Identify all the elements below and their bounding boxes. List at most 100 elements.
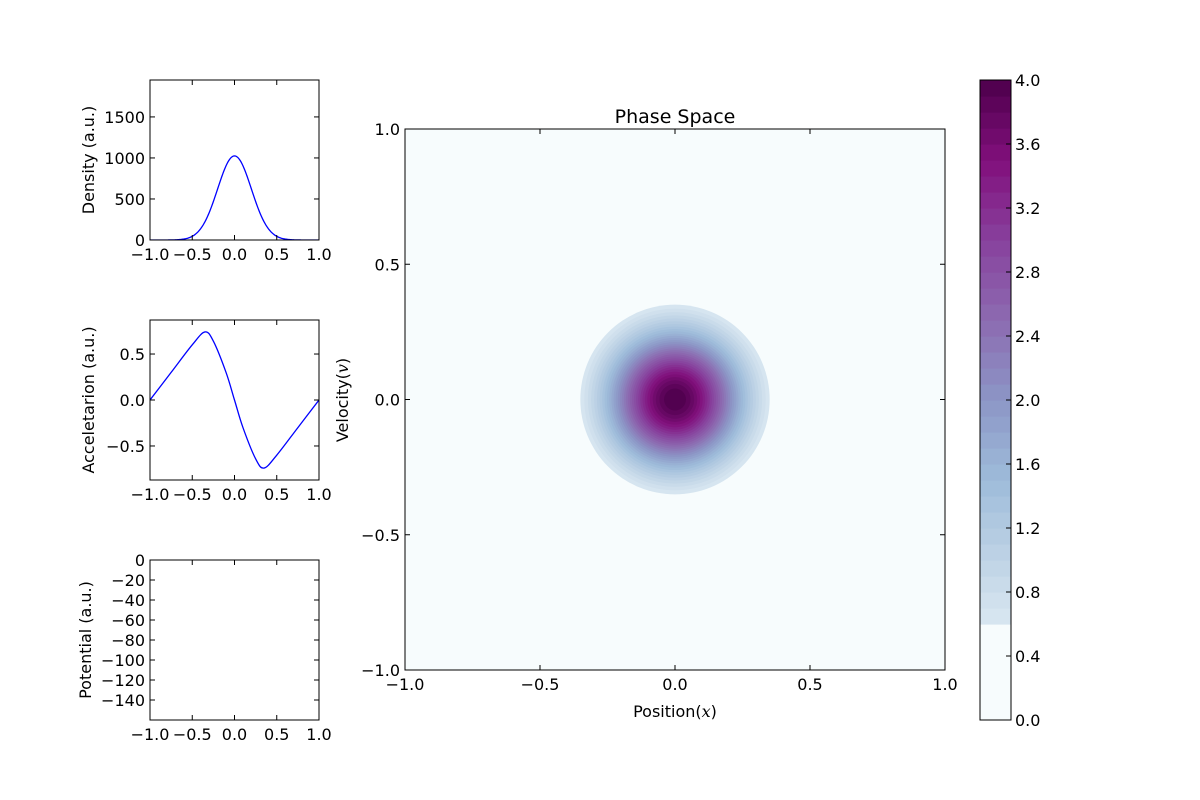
phase-space-xlabel-text: Position	[633, 702, 695, 721]
colorbar-band	[980, 704, 1011, 721]
phase-space-contours	[580, 304, 770, 495]
phase-space-ylabel-text: Velocity	[333, 379, 352, 442]
acceleration-xtick-label: 0.5	[264, 485, 289, 504]
potential-plot-frame	[150, 560, 319, 720]
colorbar-band	[980, 96, 1011, 113]
potential-yticks: 0−20−40−60−80−100−120−140	[101, 551, 319, 710]
colorbar-tick-label: 2.4	[1015, 327, 1040, 346]
colorbar-band	[980, 624, 1011, 641]
acceleration-xticks: −1.0 −0.5 0.0 0.5 1.0	[131, 320, 332, 504]
density-plot-frame	[150, 80, 319, 240]
potential-ytick-label: −20	[111, 571, 145, 590]
colorbar-band	[980, 640, 1011, 657]
phase-space-ytick-label: −0.5	[361, 526, 400, 545]
phase-space-xtick-label: −1.0	[386, 675, 425, 694]
colorbar-band	[980, 592, 1011, 609]
potential-xtick-label: 0.5	[264, 725, 289, 744]
colorbar-band	[980, 80, 1011, 97]
colorbar-tick-label: 1.6	[1015, 455, 1040, 474]
density-xtick-label: −0.5	[173, 245, 212, 264]
potential-ytick-label: −140	[101, 691, 145, 710]
potential-ytick-label: −40	[111, 591, 145, 610]
colorbar-band	[980, 528, 1011, 545]
colorbar-band	[980, 192, 1011, 209]
colorbar-band	[980, 256, 1011, 273]
phase-space-contour-level	[664, 388, 686, 411]
density-ylabel: Density (a.u.)	[79, 106, 98, 215]
colorbar-band	[980, 544, 1011, 561]
density-subplot: −1.0 −0.5 0.0 0.5 1.0 0 500 1000 1500 Density (…	[79, 79, 332, 264]
colorbar-band	[980, 208, 1011, 225]
phase-space-ylabel-var: v	[333, 364, 352, 373]
colorbar-band	[980, 176, 1011, 193]
phase-space-subplot: −1.0 −0.5 0.0 0.5 1.0 −1.0 −0.5 0.0 0.5 1.0 Phas…	[333, 106, 958, 721]
potential-subplot: −1.0 −0.5 0.0 0.5 1.0 0−20−40−60−80−100−120−…	[76, 551, 332, 744]
density-xtick-label: −1.0	[131, 245, 170, 264]
phase-space-xtick-label: 1.0	[932, 675, 957, 694]
density-ytick-label: 1000	[104, 149, 145, 168]
density-xticks: −1.0 −0.5 0.0 0.5 1.0	[131, 80, 332, 264]
colorbar-band	[980, 288, 1011, 305]
potential-ytick-label: −120	[101, 671, 145, 690]
potential-xtick-label: 0.0	[222, 725, 247, 744]
acceleration-ytick-label: 0.5	[120, 345, 145, 364]
colorbar-band	[980, 672, 1011, 689]
colorbar-band	[980, 608, 1011, 625]
colorbar: 0.0 0.4 0.8 1.2 1.6 2.0 2.4 2.8 3.2 3.6 4.0	[979, 71, 1040, 730]
colorbar-band	[980, 304, 1011, 321]
colorbar-band	[980, 384, 1011, 401]
colorbar-bands	[980, 80, 1011, 721]
colorbar-band	[980, 128, 1011, 145]
potential-xticks: −1.0 −0.5 0.0 0.5 1.0	[131, 560, 332, 744]
potential-xtick-label: 1.0	[306, 725, 331, 744]
colorbar-tick-label: 1.2	[1015, 519, 1040, 538]
phase-space-ytick-label: −1.0	[361, 661, 400, 680]
acceleration-axes-border	[149, 319, 320, 481]
colorbar-band	[980, 448, 1011, 465]
acceleration-ylabel: Acceletarion (a.u.)	[79, 326, 98, 473]
potential-xtick-label: −1.0	[131, 725, 170, 744]
phase-space-ylabel: Velocity(v)	[333, 358, 352, 442]
colorbar-tick-label: 2.8	[1015, 263, 1040, 282]
density-xtick-label: 0.5	[264, 245, 289, 264]
potential-ylabel: Potential (a.u.)	[76, 581, 95, 699]
phase-space-ytick-label: 1.0	[375, 120, 400, 139]
potential-ytick-label: −60	[111, 611, 145, 630]
acceleration-curve-group	[150, 331, 319, 469]
phase-space-ytick-label: 0.0	[375, 391, 400, 410]
potential-ytick-label: 0	[135, 551, 145, 570]
acceleration-xtick-label: 1.0	[306, 485, 331, 504]
density-axes-border	[149, 79, 320, 241]
colorbar-band	[980, 144, 1011, 161]
phase-space-xtick-label: 0.5	[797, 675, 822, 694]
colorbar-border	[979, 79, 1012, 721]
density-xtick-label: 0.0	[222, 245, 247, 264]
phase-space-xticks: −1.0 −0.5 0.0 0.5 1.0	[386, 129, 958, 694]
colorbar-tick-label: 0.8	[1015, 583, 1040, 602]
colorbar-band	[980, 224, 1011, 241]
phase-space-ytick-label: 0.5	[375, 255, 400, 274]
colorbar-band	[980, 496, 1011, 513]
density-xtick-label: 1.0	[306, 245, 331, 264]
colorbar-band	[980, 560, 1011, 577]
potential-ytick-label: −80	[111, 631, 145, 650]
acceleration-ytick-label: 0.0	[120, 391, 145, 410]
colorbar-band	[980, 512, 1011, 529]
phase-space-yticks: −1.0 −0.5 0.0 0.5 1.0	[361, 120, 945, 680]
colorbar-band	[980, 656, 1011, 673]
colorbar-band	[980, 368, 1011, 385]
phase-space-xtick-label: −0.5	[521, 675, 560, 694]
colorbar-band	[980, 432, 1011, 449]
acceleration-xtick-label: −1.0	[131, 485, 170, 504]
potential-ytick-label: −100	[101, 651, 145, 670]
colorbar-tick-label: 0.0	[1015, 711, 1040, 730]
potential-xtick-label: −0.5	[173, 725, 212, 744]
colorbar-tick-label: 0.4	[1015, 647, 1040, 666]
phase-space-xlabel: Position(x)	[633, 702, 717, 721]
colorbar-band	[980, 576, 1011, 593]
density-ytick-label: 500	[114, 190, 145, 209]
colorbar-band	[980, 272, 1011, 289]
density-ytick-label: 0	[135, 231, 145, 250]
colorbar-band	[980, 480, 1011, 497]
